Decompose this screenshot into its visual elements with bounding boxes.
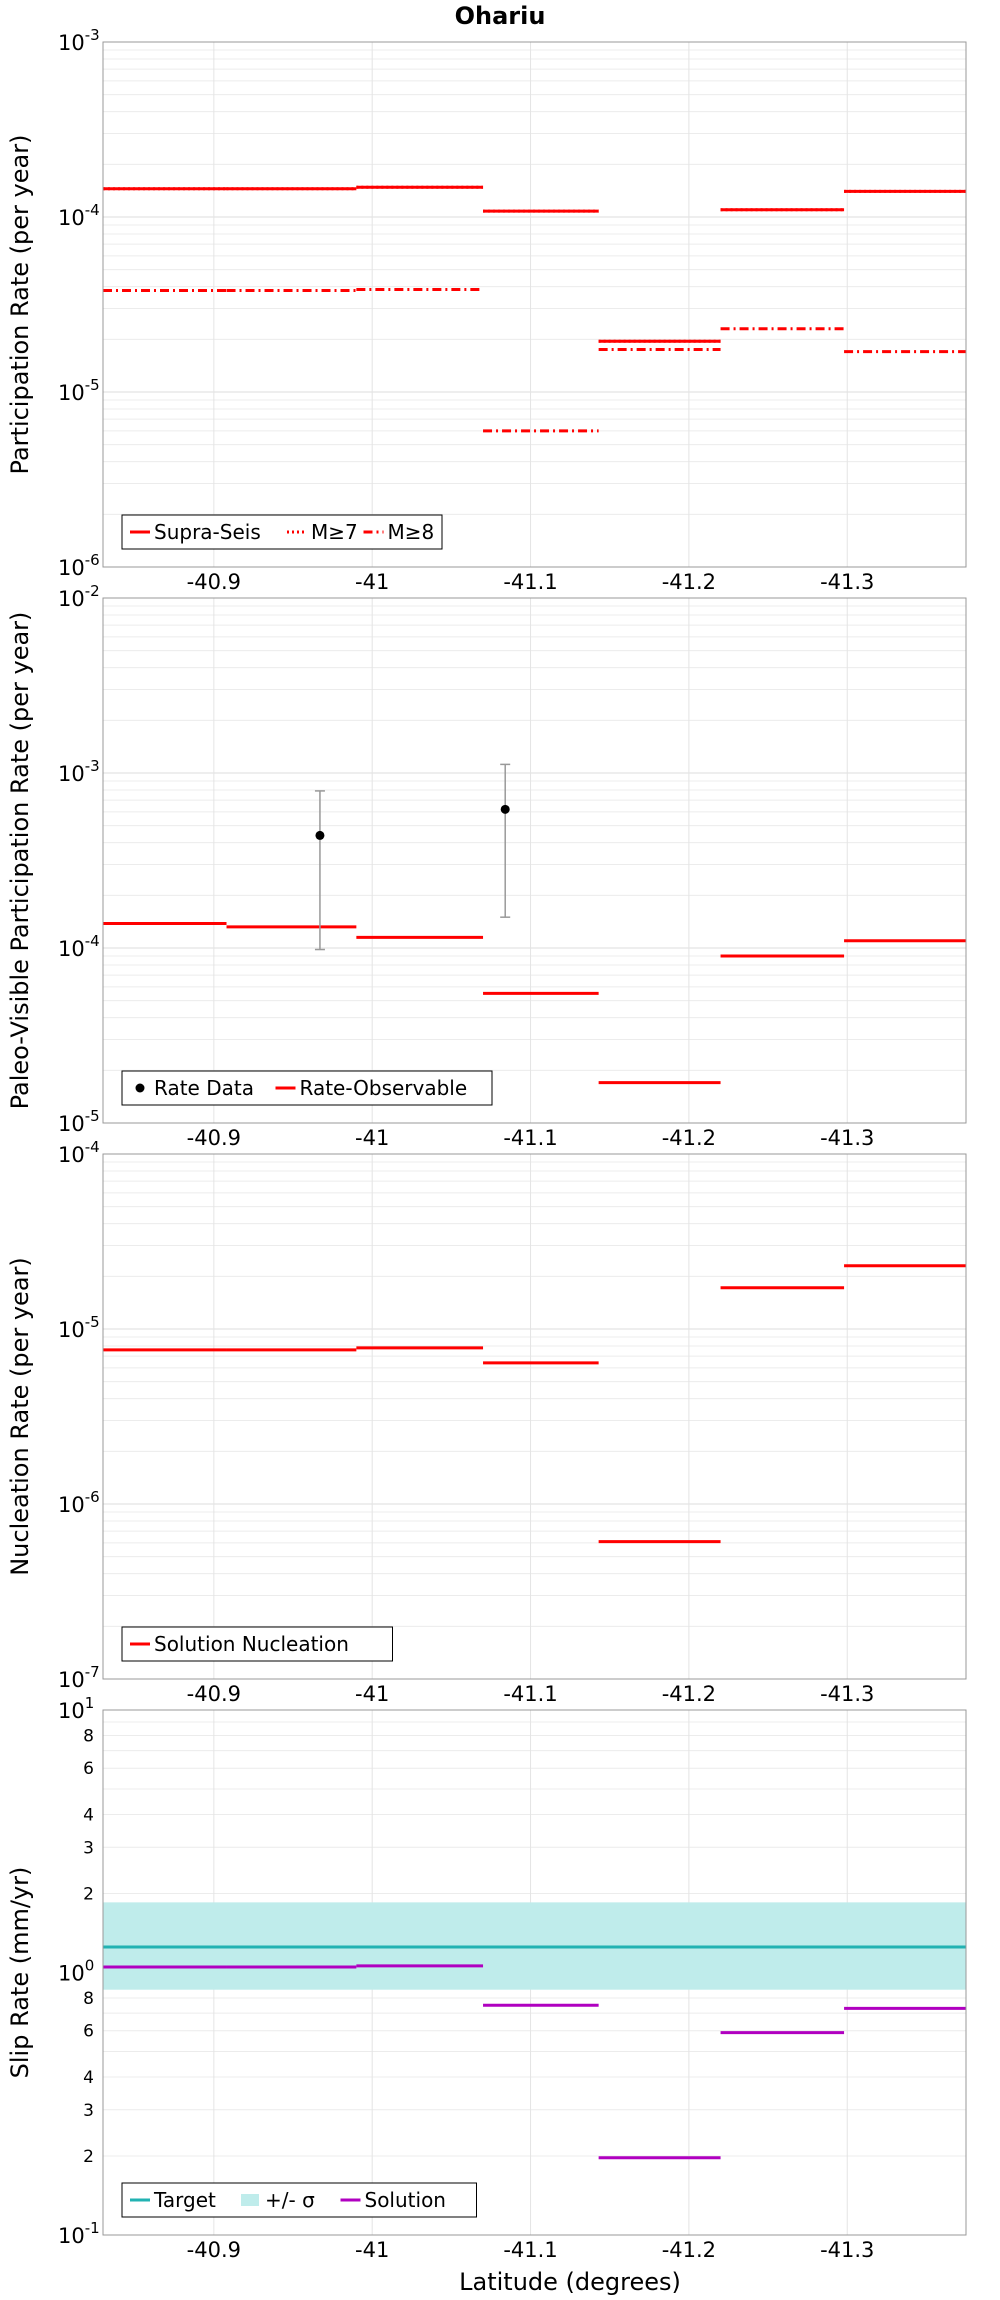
- x-tick-label: -41: [355, 570, 389, 594]
- y-minor-tick-label: 4: [83, 1805, 94, 1825]
- y-minor-tick-label: 8: [83, 1726, 94, 1746]
- x-tick-label: -41.2: [662, 2238, 716, 2262]
- x-tick-label: -40.9: [187, 1682, 241, 1706]
- x-tick-label: -40.9: [187, 1126, 241, 1150]
- panel-slip: 10-1 100 101 2 3 4 6 8 2 3 4 6 8 -40.9 -41 -41.1 -41.2 -4…: [6, 1694, 967, 2262]
- legend: Target +/- σ Solution: [121, 2182, 477, 2218]
- data-point: [500, 804, 510, 814]
- legend-marker: [135, 1083, 145, 1093]
- y-tick-label: 10-1: [58, 2219, 100, 2248]
- x-tick-label: -41.2: [662, 1126, 716, 1150]
- y-tick-label: 10-3: [58, 757, 100, 786]
- y-tick-label: 10-6: [58, 551, 100, 580]
- y-minor-tick-label: 3: [83, 1838, 94, 1858]
- y-axis-label: Nucleation Rate (per year): [6, 1257, 34, 1576]
- y-axis-label: Slip Rate (mm/yr): [6, 1867, 34, 2079]
- legend: Rate Data Rate-Observable: [121, 1070, 493, 1106]
- x-tick-label: -41: [355, 1682, 389, 1706]
- y-tick-label: 10-4: [58, 932, 100, 961]
- y-minor-tick-label: 4: [83, 2068, 94, 2088]
- plot-area: [103, 1154, 966, 1679]
- y-minor-tick-label: 6: [83, 1759, 94, 1779]
- x-tick-label: -41.3: [820, 570, 874, 594]
- y-tick-label: 10-4: [58, 1138, 100, 1167]
- y-tick-label: 100: [58, 1957, 94, 1986]
- plot-frame: [102, 1153, 967, 1680]
- x-tick-label: -41.3: [820, 2238, 874, 2262]
- x-tick-label: -41.1: [503, 2238, 557, 2262]
- legend: Solution Nucleation: [121, 1626, 393, 1662]
- legend-label: M≥7: [311, 520, 358, 544]
- x-tick-label: -41.3: [820, 1126, 874, 1150]
- legend-label: Supra-Seis: [154, 520, 261, 544]
- panel-participation: 10-6 10-5 10-4 10-3 -40.9 -41 -41.1 -41.2 -41.3 P…: [6, 26, 967, 594]
- y-minor-tick-label: 8: [83, 1989, 94, 2009]
- y-tick-label: 10-5: [58, 376, 100, 405]
- legend-label: Target: [153, 2188, 216, 2212]
- y-axis-label: Participation Rate (per year): [6, 135, 34, 475]
- x-tick-label: -41.3: [820, 1682, 874, 1706]
- y-tick-label: 10-6: [58, 1488, 100, 1517]
- legend-box: [121, 514, 443, 550]
- x-tick-label: -41: [355, 1126, 389, 1150]
- y-minor-tick-label: 6: [83, 2022, 94, 2042]
- legend-label: Rate-Observable: [300, 1076, 468, 1100]
- x-tick-label: -41.1: [503, 1682, 557, 1706]
- y-tick-label: 10-2: [58, 582, 100, 611]
- y-tick-label: 101: [58, 1694, 94, 1723]
- y-tick-label: 10-4: [58, 201, 100, 230]
- y-tick-label: 10-3: [58, 26, 100, 55]
- x-tick-label: -41.2: [662, 570, 716, 594]
- x-axis-label: Latitude (degrees): [459, 2268, 681, 2296]
- x-tick-label: -41.1: [503, 1126, 557, 1150]
- y-minor-tick-label: 2: [83, 1884, 94, 1904]
- panel-paleo: 10-5 10-4 10-3 10-2 -40.9 -41 -41.1 -41.2 -41.3 P…: [6, 582, 967, 1150]
- plot-area: [103, 42, 966, 567]
- legend-label: Rate Data: [154, 1076, 254, 1100]
- legend-box: [121, 1626, 393, 1662]
- panel-nucleation: 10-7 10-6 10-5 10-4 -40.9 -41 -41.1 -41.2 -41.3 N…: [6, 1138, 967, 1706]
- x-tick-label: -41.2: [662, 1682, 716, 1706]
- y-minor-tick-label: 2: [83, 2147, 94, 2167]
- legend-label: +/- σ: [265, 2188, 315, 2212]
- x-tick-label: -41: [355, 2238, 389, 2262]
- y-axis-label: Paleo-Visible Participation Rate (per ye…: [6, 612, 34, 1110]
- plot-frame: [102, 41, 967, 568]
- data-point: [315, 830, 325, 840]
- legend-box: [121, 2182, 477, 2218]
- y-tick-label: 10-5: [58, 1313, 100, 1342]
- x-tick-label: -40.9: [187, 570, 241, 594]
- chart-title: Ohariu: [455, 2, 546, 30]
- plot-frame: [102, 597, 967, 1124]
- x-tick-label: -41.1: [503, 570, 557, 594]
- x-tick-label: -40.9: [187, 2238, 241, 2262]
- y-tick-label: 10-5: [58, 1107, 100, 1136]
- y-minor-tick-label: 3: [83, 2101, 94, 2121]
- legend-label: Solution: [365, 2188, 446, 2212]
- y-tick-label: 10-7: [58, 1663, 100, 1692]
- legend-box: [121, 1070, 493, 1106]
- plot-area: [103, 598, 966, 1123]
- plot-frame: [102, 1709, 967, 2236]
- legend: Supra-Seis M≥7 M≥8: [121, 514, 443, 550]
- legend-label: Solution Nucleation: [154, 1632, 349, 1656]
- panels: 10-610-510-410-3-40.9 -41 -41.1 -41.2 -41.3P…: [6, 26, 967, 2262]
- legend-label: M≥8: [388, 520, 435, 544]
- legend-marker: [241, 2194, 259, 2206]
